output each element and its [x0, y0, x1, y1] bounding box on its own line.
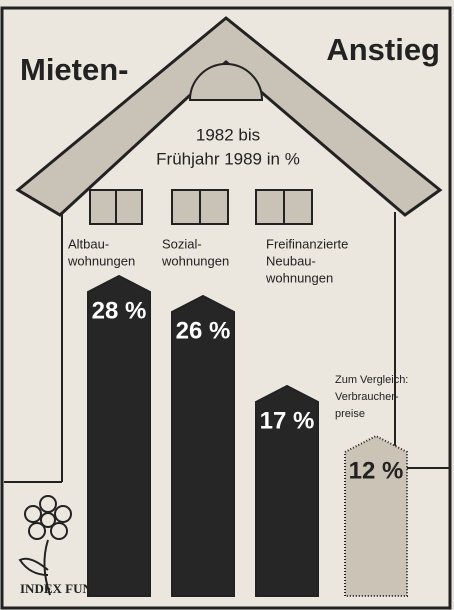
category-label: Verbraucher-: [335, 391, 399, 403]
windows: [90, 190, 312, 224]
category-label: wohnungen: [265, 270, 333, 285]
title-right: Anstieg: [326, 32, 440, 67]
category-label: Sozial-: [162, 236, 202, 251]
category-label: wohnungen: [161, 253, 229, 268]
value-label: 17 %: [260, 407, 315, 434]
subtitle: 1982 bis: [196, 125, 260, 144]
category-label: Neubau-: [266, 253, 316, 268]
chart: Mieten- Anstieg 1982 bis Frühjahr 1989 i…: [0, 0, 454, 610]
category-label: Zum Vergleich:: [335, 374, 408, 386]
category-label: wohnungen: [67, 253, 135, 268]
category-label: preise: [335, 408, 365, 420]
category-label: Altbau-: [68, 236, 109, 251]
category-label: Freifinanzierte: [266, 236, 348, 251]
value-label: 28 %: [92, 297, 147, 324]
value-label: 12 %: [349, 457, 404, 484]
title-left: Mieten-: [20, 52, 129, 87]
page: Mieten- Anstieg 1982 bis Frühjahr 1989 i…: [0, 0, 454, 610]
subtitle: Frühjahr 1989 in %: [156, 149, 300, 168]
value-label: 26 %: [176, 317, 231, 344]
